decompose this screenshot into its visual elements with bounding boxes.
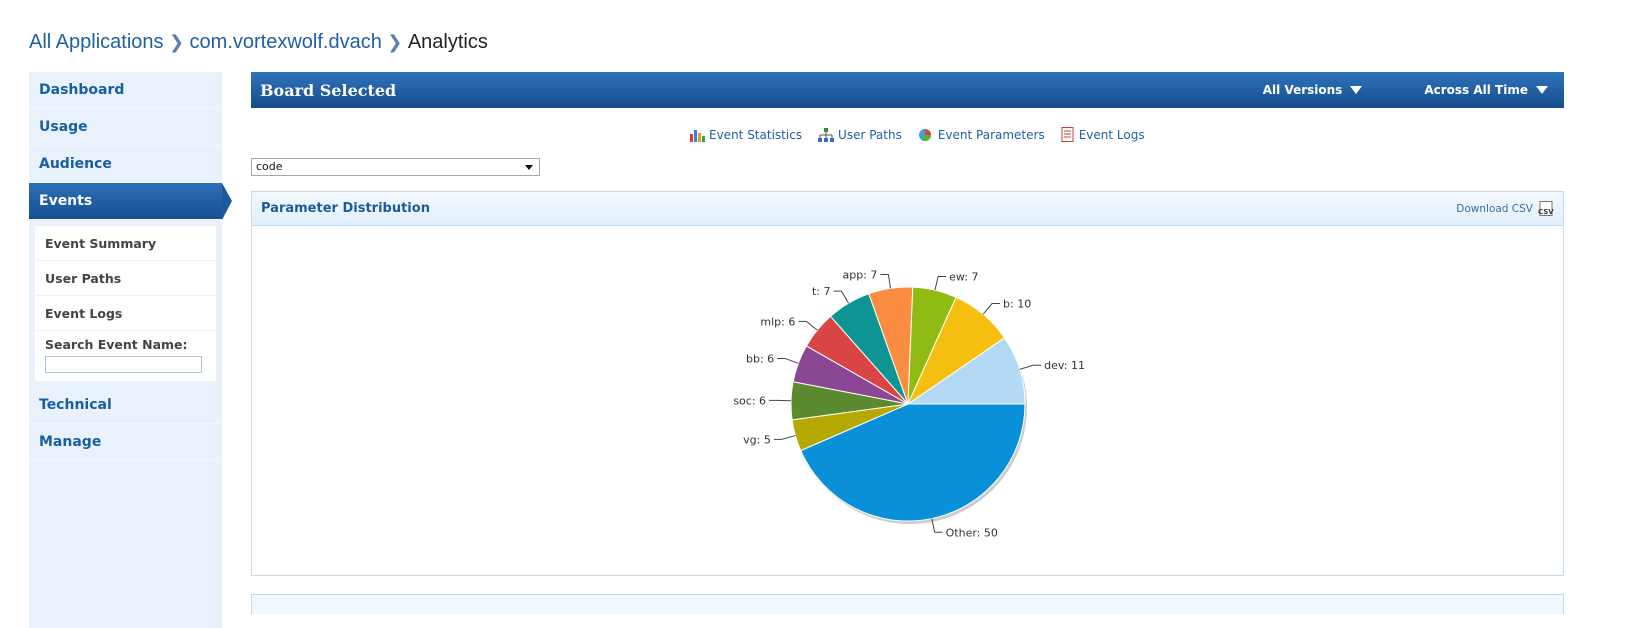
caret-down-icon	[1350, 86, 1363, 94]
sidebar-item-audience[interactable]: Audience	[29, 146, 222, 183]
caret-down-icon	[525, 164, 533, 170]
time-range-dropdown[interactable]: Across All Time	[1424, 83, 1548, 97]
breadcrumb-app[interactable]: com.vortexwolf.dvach	[189, 30, 382, 53]
sidebar-item-technical[interactable]: Technical	[29, 387, 222, 424]
search-event-label: Search Event Name:	[45, 337, 188, 352]
pie-leader-line	[931, 518, 943, 533]
pie-leader-line	[777, 357, 799, 364]
pie-label-dev: dev: 11	[1044, 359, 1085, 372]
search-event-input[interactable]	[45, 355, 202, 373]
tab-event-statistics[interactable]: Event Statistics	[689, 127, 802, 142]
time-range-dropdown-label: Across All Time	[1424, 83, 1528, 97]
chevron-right-icon: ❯	[387, 31, 403, 52]
bar-chart-icon	[690, 129, 705, 142]
pie-leader-line	[773, 435, 796, 440]
svg-text:CSV: CSV	[1538, 208, 1554, 216]
pie-label-vg: vg: 5	[743, 433, 771, 446]
chevron-right-icon: ❯	[168, 31, 185, 52]
panel-header: Parameter Distribution Download CSV CSV	[252, 192, 1563, 226]
next-panel	[251, 594, 1564, 614]
breadcrumb-current: Analytics	[407, 30, 488, 53]
tab-event-logs[interactable]: Event Logs	[1061, 127, 1145, 142]
pie-label-other: Other: 50	[946, 526, 998, 539]
pie-label-bb: bb: 6	[746, 352, 774, 365]
subnav-user-paths[interactable]: User Paths	[35, 261, 216, 296]
pie-leader-line	[1019, 364, 1042, 370]
pie-leader-line	[833, 290, 850, 304]
parameter-select[interactable]: code	[251, 158, 540, 176]
caret-down-icon	[1536, 86, 1548, 94]
sidebar-item-dashboard[interactable]: Dashboard	[29, 72, 222, 109]
breadcrumb: All Applications ❯ com.vortexwolf.dvach …	[29, 28, 488, 56]
breadcrumb-all-applications[interactable]: All Applications	[29, 30, 164, 53]
tab-event-statistics-label: Event Statistics	[709, 127, 803, 142]
parameter-select-value: code	[256, 160, 283, 173]
pie-slice-b[interactable]	[906, 296, 1006, 406]
versions-dropdown[interactable]: All Versions	[1263, 83, 1363, 97]
pie-leader-line	[880, 273, 891, 289]
document-icon	[1061, 127, 1074, 142]
sidebar-item-manage[interactable]: Manage	[29, 424, 222, 461]
versions-dropdown-label: All Versions	[1262, 83, 1343, 97]
board-header: Board Selected All Versions Across All T…	[251, 72, 1564, 108]
main-content: Board Selected All Versions Across All T…	[251, 72, 1564, 614]
panel-title: Parameter Distribution	[261, 201, 430, 216]
events-subnav: Event Summary User Paths Event Logs Sear…	[35, 226, 216, 381]
sidebar-item-usage[interactable]: Usage	[29, 109, 222, 146]
tab-event-parameters-label: Event Parameters	[937, 127, 1045, 142]
pie-label-t: t: 7	[812, 285, 831, 298]
csv-file-icon: CSV	[1538, 200, 1554, 216]
tab-user-paths-label: User Paths	[838, 127, 902, 142]
subnav-event-summary[interactable]: Event Summary	[35, 226, 216, 261]
parameter-distribution-panel: Parameter Distribution Download CSV CSV …	[251, 191, 1564, 576]
pie-label-soc: soc: 6	[733, 394, 766, 407]
pie-chart: dev: 11 Other: 50 vg: 5 soc: 6 bb: 6 mlp: 6 t:…	[252, 227, 1563, 575]
subnav-event-logs[interactable]: Event Logs	[35, 296, 216, 331]
pie-chart-svg: dev: 11 Other: 50 vg: 5 soc: 6 bb: 6 mlp: 6 t:…	[733, 268, 1085, 539]
hierarchy-icon	[818, 127, 835, 142]
pie-chart-icon	[918, 128, 931, 141]
sidebar: Dashboard Usage Audience Events Event Su…	[29, 72, 232, 628]
pie-label-mlp: mlp: 6	[760, 315, 795, 328]
event-tabs: Event Statistics User Paths Event Parame…	[689, 127, 1161, 142]
download-csv-label: Download CSV	[1456, 202, 1533, 215]
pie-leader-line	[982, 303, 1001, 315]
pie-label-ew: ew: 7	[949, 271, 978, 284]
sidebar-item-events[interactable]: Events	[29, 183, 232, 220]
download-csv-link[interactable]: Download CSV CSV	[1456, 200, 1555, 217]
pie-label-b: b: 10	[1003, 298, 1031, 311]
tab-user-paths[interactable]: User Paths	[818, 127, 902, 142]
pie-label-app: app: 7	[842, 268, 877, 281]
pie-leader-line	[934, 276, 947, 291]
search-event-block: Search Event Name:	[35, 331, 216, 373]
tab-event-logs-label: Event Logs	[1078, 127, 1145, 142]
pie-leader-line	[798, 320, 818, 331]
board-title: Board Selected	[260, 80, 397, 100]
tab-event-parameters[interactable]: Event Parameters	[918, 127, 1045, 142]
